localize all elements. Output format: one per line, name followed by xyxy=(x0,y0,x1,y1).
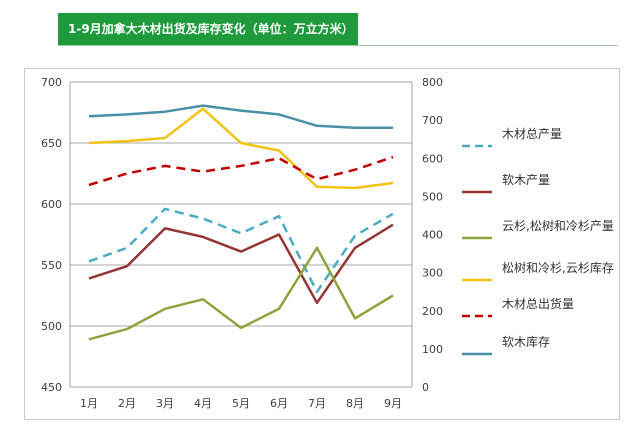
legend-swatch xyxy=(462,341,492,356)
legend-item: 木材总出货量 xyxy=(462,295,622,335)
legend-item: 云杉,松树和冷杉产量 xyxy=(462,217,622,257)
x-tick-label: 9月 xyxy=(384,397,402,410)
right-tick-label: 300 xyxy=(422,267,443,280)
legend-label: 软木产量 xyxy=(502,173,551,187)
legend-label: 木材总出货量 xyxy=(502,297,575,311)
right-tick-label: 600 xyxy=(422,152,443,165)
legend-item: 软木库存 xyxy=(462,333,622,373)
series-line xyxy=(88,104,393,130)
legend-item: 软木产量 xyxy=(462,171,622,211)
legend-swatch xyxy=(462,179,492,194)
legend-swatch xyxy=(462,133,492,148)
legend-label: 云杉,松树和冷杉产量 xyxy=(502,219,614,233)
chart-title-banner: 1-9月加拿大木材出货及库存变化（单位：万立方米） xyxy=(58,13,358,45)
series-line xyxy=(88,107,394,190)
x-tick-label: 3月 xyxy=(156,397,174,410)
right-tick-label: 100 xyxy=(422,343,443,356)
left-tick-label: 600 xyxy=(41,198,62,211)
x-tick-label: 5月 xyxy=(232,397,250,410)
left-tick-label: 500 xyxy=(41,320,62,333)
legend-label: 松树和冷杉,云杉库存 xyxy=(502,261,614,275)
left-tick-label: 650 xyxy=(41,137,62,150)
right-tick-label: 700 xyxy=(422,114,443,127)
x-tick-label: 1月 xyxy=(80,397,98,410)
legend-label: 木材总产量 xyxy=(502,127,563,141)
legend-swatch xyxy=(462,225,492,240)
legend-label: 软木库存 xyxy=(502,335,551,349)
left-tick-label: 550 xyxy=(41,259,62,272)
x-tick-label: 2月 xyxy=(118,397,136,410)
series-line xyxy=(88,207,394,294)
right-tick-label: 200 xyxy=(422,305,443,318)
left-tick-label: 700 xyxy=(41,76,62,89)
x-tick-label: 8月 xyxy=(346,397,364,410)
x-tick-label: 7月 xyxy=(308,397,326,410)
legend-swatch xyxy=(462,267,492,282)
title-underline xyxy=(58,45,618,46)
left-tick-label: 450 xyxy=(41,381,62,394)
right-tick-label: 500 xyxy=(422,190,443,203)
x-tick-label: 4月 xyxy=(194,397,212,410)
legend-item: 木材总产量 xyxy=(462,125,622,165)
right-tick-label: 0 xyxy=(422,381,429,394)
x-tick-label: 6月 xyxy=(270,397,288,410)
right-tick-label: 800 xyxy=(422,76,443,89)
series-line xyxy=(88,223,394,305)
legend-item: 松树和冷杉,云杉库存 xyxy=(462,259,622,299)
series-line xyxy=(88,246,394,341)
right-tick-label: 400 xyxy=(422,229,443,242)
series-line xyxy=(88,155,394,187)
legend-swatch xyxy=(462,303,492,318)
